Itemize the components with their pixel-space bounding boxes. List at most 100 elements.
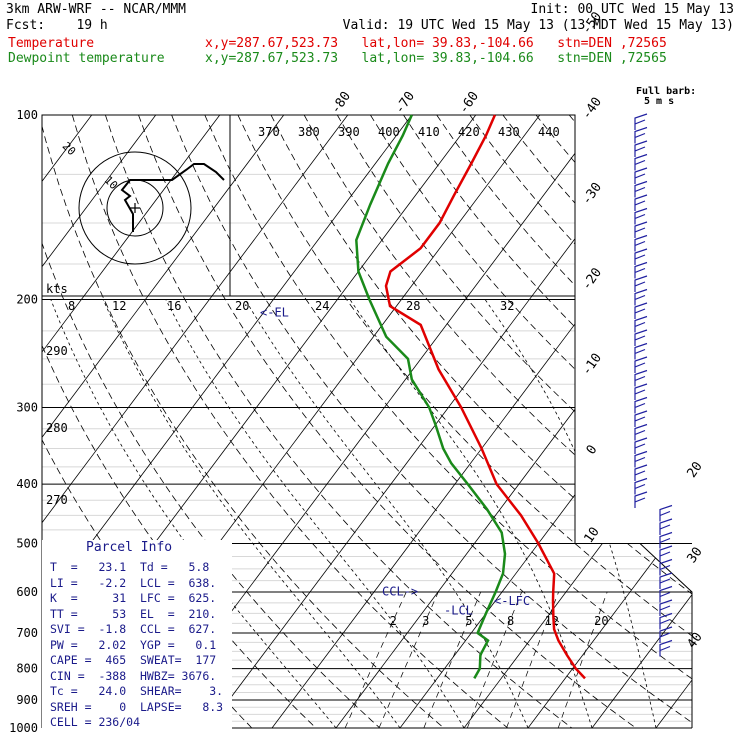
theta-tick-label: 400 (378, 125, 400, 139)
isotherm-tick-label: -40 (579, 95, 605, 123)
dewpoint-location: x,y=287.67,523.73 lat,lon= 39.83,-104.66… (205, 51, 667, 66)
isotherm-line (42, 115, 285, 728)
parcel-info-row: K = 31 LFC = 625. (50, 591, 217, 605)
dry-adiabat (303, 115, 692, 728)
wind-barb (634, 450, 648, 468)
el-marker: <-EL (260, 306, 289, 320)
lfc-marker: <-LFC (494, 594, 530, 608)
isotherm-tick-label: 10 (581, 525, 602, 546)
pressure-tick-label: 600 (16, 585, 38, 599)
valid-time: Valid: 19 UTC Wed 15 May 13 (13 MDT Wed … (342, 18, 734, 33)
dry-adiabat (601, 115, 692, 728)
wind-barb (634, 248, 648, 265)
wind-barb (659, 504, 673, 522)
dry-adiabat (237, 115, 692, 728)
parcel-info-row: CIN = -388 HWBZ= 3676. (50, 668, 217, 683)
wind-barb (634, 369, 648, 387)
wind-barb (659, 626, 673, 643)
theta-tick-label: 370 (258, 125, 280, 139)
wind-barb (634, 464, 648, 481)
parcel-info-row: LI = -2.2 LCL = 638. (50, 575, 217, 590)
parcel-info-row: SVI = -1.8 CCL = 627. (50, 622, 217, 636)
mixing-ratio-tick-label: 3 (422, 614, 429, 628)
pressure-tick-label: 500 (16, 536, 38, 550)
mixing-ratio-line (557, 591, 608, 728)
wind-barb (634, 329, 648, 346)
wind-barb (634, 491, 648, 508)
isotherm-tick-label: -20 (579, 265, 605, 293)
theta-tick-label: 420 (458, 125, 480, 139)
pressure-tick-label: 900 (16, 693, 38, 707)
isotherm-tick-label: -60 (456, 89, 482, 117)
mixing-ratio-tick-label: 5 (465, 614, 472, 628)
parcel-info-row: CELL = 236/04 (50, 715, 141, 729)
parcel-info-row: CAPE = 465 SWEAT= 177 (50, 653, 217, 667)
wind-barb (634, 410, 648, 427)
wind-barb (659, 585, 673, 603)
parcel-info-title: Parcel Info (86, 540, 173, 555)
wind-barb (634, 356, 648, 373)
dry-adiabat (105, 115, 573, 728)
isotherm-line (42, 115, 349, 728)
barb-legend-units: 5 m s (644, 96, 674, 107)
isotherm-line (527, 115, 692, 728)
wind-barb (659, 612, 673, 630)
parcel-info-panel: Parcel Info T = 23.1 Td = 5.8 LI = -2.2 L… (42, 540, 232, 732)
hodograph-speed-label: 12 (112, 299, 126, 313)
isotherm-tick-label: 0 (584, 442, 601, 457)
wind-barb (634, 342, 648, 360)
dry-adiabat (138, 115, 637, 728)
wind-barb (634, 288, 648, 306)
dewpoint-trace (355, 114, 507, 680)
theta-tick-label: 290 (46, 344, 68, 358)
wind-barb (634, 302, 648, 319)
wind-barb (634, 234, 648, 252)
wind-barb (634, 126, 648, 144)
isotherm-line (591, 115, 692, 728)
mixing-ratio-tick-label: 20 (594, 614, 608, 628)
dry-adiabat (336, 115, 692, 728)
wind-barb (659, 572, 673, 589)
ccl-marker: CCL-> (382, 585, 418, 599)
init-time: Init: 00 UTC Wed 15 May 13 (530, 2, 735, 17)
hodograph-speed-label: 20 (235, 299, 249, 313)
wind-barb (634, 396, 648, 414)
isotherm-tick-label: 20 (684, 459, 705, 480)
hodograph-ring-label: 20 (60, 140, 79, 159)
wind-barb (634, 275, 648, 292)
temperature-location: x,y=287.67,523.73 lat,lon= 39.83,-104.66… (205, 36, 667, 51)
wind-barb (634, 437, 648, 454)
wind-barb (659, 545, 673, 562)
theta-tick-label: 280 (46, 421, 68, 435)
hodograph-units: kts (46, 282, 68, 296)
hodograph-ring (78, 151, 192, 265)
mixing-ratio-tick-label: 12 (545, 614, 559, 628)
mixing-ratio-tick-label: 8 (507, 614, 514, 628)
dry-adiabat (568, 115, 692, 728)
wind-barb (634, 140, 648, 157)
wind-barb (634, 180, 648, 198)
pressure-tick-label: 1000 (9, 721, 38, 735)
dry-adiabat (502, 115, 692, 728)
dewpoint-legend: Dewpoint temperature (8, 51, 165, 66)
theta-tick-label: 390 (338, 125, 360, 139)
isotherm-tick-label: -10 (579, 351, 605, 379)
model-title: 3km ARW-WRF -- NCAR/MMM (6, 2, 187, 17)
dry-adiabat (370, 115, 692, 728)
temperature-legend: Temperature (8, 36, 95, 51)
barb-legend: Full barb: (636, 86, 696, 97)
moist-adiabat (165, 299, 465, 728)
hodograph-speed-label: 16 (167, 299, 181, 313)
pressure-tick-label: 100 (16, 108, 38, 122)
moist-adiabat (244, 299, 529, 728)
isotherm-tick-label: -80 (328, 89, 354, 117)
hodograph-speed-label: 24 (315, 299, 329, 313)
wind-barb (634, 423, 648, 441)
pressure-tick-label: 400 (16, 477, 38, 491)
wind-barb (659, 518, 673, 535)
wind-barb (659, 599, 673, 616)
pressure-tick-label: 800 (16, 662, 38, 676)
isotherm-line (463, 115, 692, 728)
moist-adiabat (102, 299, 401, 728)
pressure-tick-label: 200 (16, 293, 38, 307)
